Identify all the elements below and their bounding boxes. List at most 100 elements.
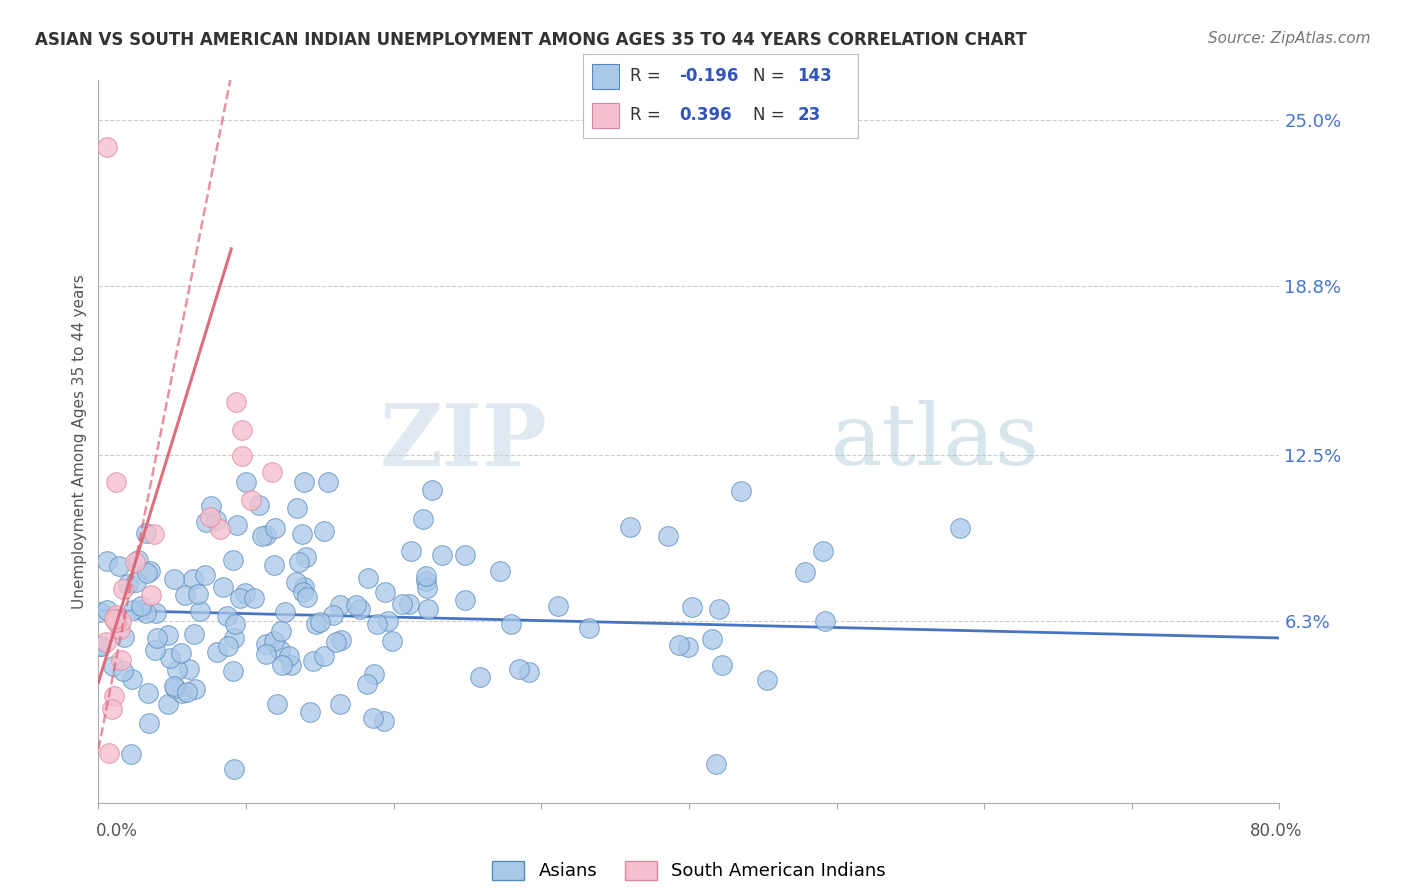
Point <box>110 614 132 628</box>
Text: 143: 143 <box>797 68 832 86</box>
Point <box>756 673 779 688</box>
Text: R =: R = <box>630 68 661 86</box>
Point <box>730 484 752 499</box>
Text: R =: R = <box>630 106 661 124</box>
Bar <box>592 63 619 89</box>
Point <box>131 599 153 614</box>
Point <box>174 588 197 602</box>
Point <box>98 746 121 760</box>
Point <box>111 664 134 678</box>
Point <box>135 606 157 620</box>
Text: 0.0%: 0.0% <box>96 822 138 840</box>
Point <box>104 615 127 630</box>
Y-axis label: Unemployment Among Ages 35 to 44 years: Unemployment Among Ages 35 to 44 years <box>72 274 87 609</box>
Point <box>270 624 292 639</box>
Point <box>295 590 318 604</box>
Point <box>668 639 690 653</box>
Point <box>145 606 167 620</box>
Point <box>231 423 253 437</box>
Point <box>142 526 165 541</box>
Point <box>183 573 205 587</box>
Point <box>215 608 238 623</box>
Point <box>198 509 221 524</box>
Point <box>170 686 193 700</box>
Point <box>228 591 250 606</box>
Point <box>190 604 212 618</box>
Point <box>224 616 246 631</box>
Point <box>700 632 723 647</box>
Point <box>373 714 395 728</box>
Point <box>105 608 128 623</box>
Point <box>96 140 118 154</box>
Point <box>329 599 352 613</box>
Point <box>391 597 413 611</box>
Point <box>247 498 270 512</box>
Point <box>163 679 186 693</box>
Text: ASIAN VS SOUTH AMERICAN INDIAN UNEMPLOYMENT AMONG AGES 35 TO 44 YEARS CORRELATIO: ASIAN VS SOUTH AMERICAN INDIAN UNEMPLOYM… <box>35 31 1026 49</box>
Point <box>183 626 205 640</box>
Point <box>254 648 277 662</box>
Point <box>322 608 344 623</box>
Point <box>208 522 231 536</box>
Point <box>94 635 117 649</box>
Text: 0.396: 0.396 <box>679 106 733 124</box>
Point <box>263 634 285 648</box>
Point <box>146 631 169 645</box>
Point <box>291 585 314 599</box>
Point <box>325 634 347 648</box>
Point <box>103 612 125 626</box>
Point <box>285 501 308 516</box>
Point <box>157 628 180 642</box>
Legend: Asians, South American Indians: Asians, South American Indians <box>485 854 893 888</box>
Point <box>121 603 143 617</box>
Point <box>254 637 277 651</box>
Point <box>240 493 263 508</box>
Point <box>401 544 423 558</box>
Point <box>316 475 339 489</box>
Point <box>412 512 434 526</box>
Point <box>200 499 222 513</box>
Point <box>226 518 249 533</box>
Point <box>222 632 245 646</box>
Point <box>177 662 200 676</box>
Point <box>136 686 159 700</box>
Point <box>184 681 207 696</box>
Point <box>704 756 727 771</box>
Point <box>121 673 143 687</box>
Point <box>135 526 157 541</box>
Point <box>292 580 315 594</box>
Point <box>273 606 295 620</box>
Point <box>619 520 641 534</box>
Point <box>136 566 159 581</box>
Point <box>271 657 294 672</box>
Point <box>205 513 228 527</box>
Point <box>454 593 477 607</box>
Point <box>681 599 703 614</box>
Point <box>415 569 437 583</box>
Point <box>501 617 523 632</box>
Point <box>285 574 308 589</box>
Point <box>222 664 245 678</box>
Point <box>211 580 233 594</box>
Point <box>108 622 131 636</box>
Point <box>139 564 162 578</box>
Point <box>280 657 302 672</box>
Point <box>163 681 186 695</box>
Point <box>112 630 135 644</box>
Point <box>288 555 311 569</box>
Point <box>231 449 253 463</box>
Point <box>187 586 209 600</box>
Point <box>139 588 162 602</box>
Point <box>96 602 118 616</box>
Point <box>217 640 239 654</box>
Point <box>793 565 815 579</box>
Point <box>90 639 112 653</box>
Point <box>363 667 385 681</box>
Point <box>264 521 287 535</box>
Point <box>357 571 380 585</box>
Point <box>129 603 152 617</box>
Point <box>291 526 314 541</box>
Point <box>377 615 399 629</box>
Point <box>260 465 283 479</box>
Point <box>517 665 540 679</box>
